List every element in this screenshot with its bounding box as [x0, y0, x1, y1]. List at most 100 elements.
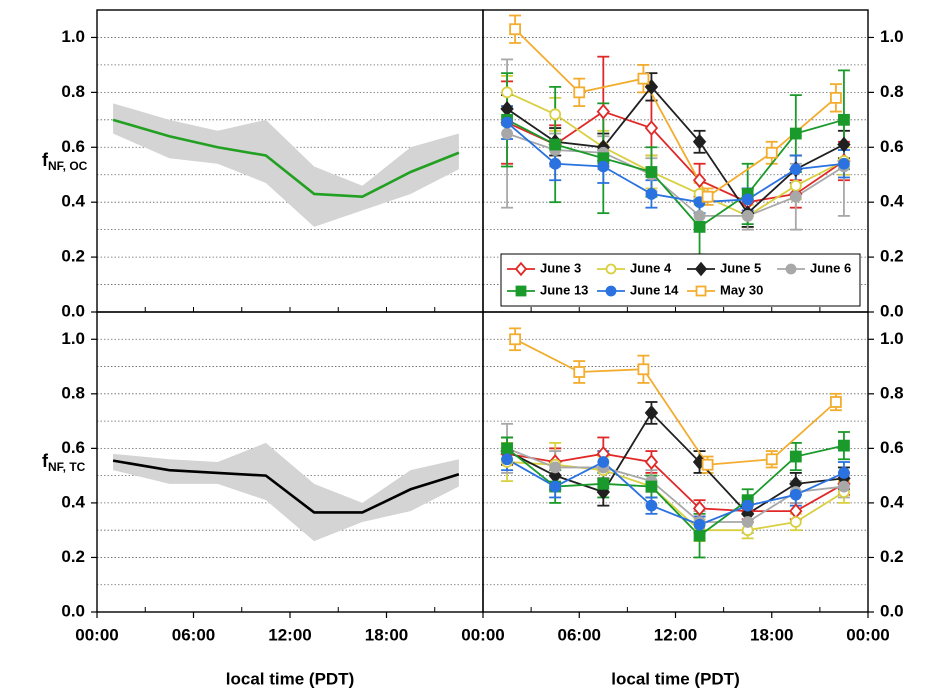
line	[112, 459, 460, 514]
marker	[692, 133, 707, 150]
marker	[741, 516, 754, 528]
band	[113, 103, 459, 227]
marker	[605, 285, 617, 297]
marker	[605, 263, 617, 275]
marker	[693, 210, 706, 222]
marker	[694, 261, 708, 277]
y-tick-label: 0.0	[880, 601, 904, 620]
marker	[693, 518, 706, 531]
marker	[645, 166, 658, 178]
y-tick-label: 1.0	[880, 329, 904, 348]
marker	[644, 120, 659, 136]
y-tick-label: 0.4	[880, 192, 904, 211]
x-tick-label: 12:00	[268, 625, 311, 644]
y-axis-title: fNF, TC	[42, 451, 86, 474]
y-tick-label: 0.0	[880, 301, 904, 320]
line	[507, 461, 845, 532]
line	[514, 338, 837, 466]
marker	[597, 160, 610, 173]
x-tick-label: 00:00	[75, 625, 118, 644]
marker	[596, 103, 610, 120]
marker	[573, 86, 586, 99]
marker	[637, 363, 650, 376]
marker	[838, 467, 850, 479]
x-tick-label: 00:00	[461, 625, 504, 644]
y-tick-label: 0.2	[880, 547, 904, 566]
marker	[515, 285, 527, 297]
marker	[509, 333, 521, 346]
marker	[501, 442, 513, 455]
line	[506, 458, 845, 526]
marker	[693, 529, 706, 542]
x-axis-title: local time (PDT)	[611, 669, 739, 688]
y-tick-label: 0.0	[61, 301, 85, 320]
line	[506, 411, 845, 515]
marker	[701, 458, 714, 471]
line	[506, 110, 845, 204]
marker	[549, 480, 562, 493]
marker	[838, 480, 850, 493]
marker	[789, 450, 802, 463]
marker	[789, 503, 803, 519]
y-tick-label: 1.0	[880, 27, 904, 46]
marker	[645, 188, 658, 200]
line	[514, 28, 837, 198]
y-tick-label: 0.8	[61, 383, 85, 402]
y-axis-title-main: f	[42, 150, 49, 170]
marker	[692, 172, 707, 189]
marker	[741, 499, 754, 512]
marker	[789, 190, 802, 203]
y-tick-label: 0.4	[61, 492, 85, 511]
marker	[692, 500, 707, 517]
marker	[837, 136, 851, 153]
marker	[637, 72, 650, 85]
x-axis-title: local time (PDT)	[226, 669, 354, 688]
y-tick-label: 0.8	[880, 383, 904, 402]
marker	[838, 439, 850, 452]
marker	[549, 157, 562, 170]
legend-label: May 30	[720, 282, 763, 297]
y-axis-title: fNF, OC	[42, 150, 88, 173]
legend-box	[500, 253, 861, 307]
x-tick-label: 18:00	[365, 625, 408, 644]
y-tick-label: 0.4	[61, 192, 85, 211]
legend-label: June 14	[630, 282, 679, 297]
y-tick-label: 0.4	[880, 492, 904, 511]
marker	[500, 100, 514, 117]
y-tick-label: 0.6	[61, 137, 85, 156]
line	[506, 452, 845, 512]
marker	[765, 146, 778, 159]
x-tick-label: 18:00	[750, 625, 793, 644]
line	[506, 444, 845, 537]
marker	[573, 366, 586, 378]
marker	[789, 488, 802, 501]
marker	[549, 138, 562, 151]
marker	[501, 116, 513, 129]
marker	[514, 261, 528, 277]
marker	[789, 127, 802, 140]
legend-label: June 3	[540, 260, 581, 275]
marker	[785, 263, 797, 275]
x-tick-label: 06:00	[172, 625, 215, 644]
line	[506, 118, 845, 229]
marker	[830, 396, 842, 408]
line	[506, 132, 845, 217]
line	[506, 121, 845, 204]
legend-label: June 6	[810, 260, 851, 275]
marker	[645, 499, 658, 512]
marker	[701, 190, 714, 203]
y-tick-label: 0.8	[880, 82, 904, 101]
marker	[644, 405, 659, 421]
y-tick-label: 1.0	[61, 27, 85, 46]
marker	[838, 113, 850, 126]
marker	[789, 516, 802, 528]
y-tick-label: 0.8	[61, 82, 85, 101]
marker	[549, 461, 562, 474]
x-tick-label: 00:00	[846, 625, 889, 644]
y-axis-title-sub: NF, TC	[48, 460, 86, 474]
legend-label: June 4	[630, 260, 672, 275]
x-tick-label: 06:00	[558, 625, 601, 644]
y-tick-label: 0.2	[61, 247, 85, 266]
marker	[501, 86, 513, 99]
